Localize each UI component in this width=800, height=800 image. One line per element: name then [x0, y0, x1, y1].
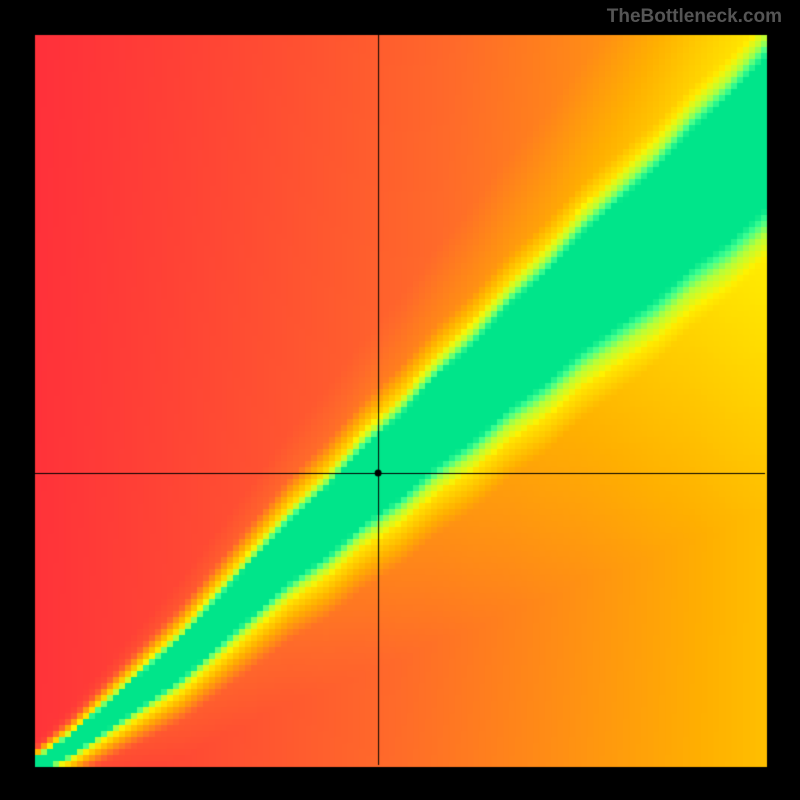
chart-container: TheBottleneck.com — [0, 0, 800, 800]
heatmap-canvas — [0, 0, 800, 800]
watermark: TheBottleneck.com — [607, 6, 782, 28]
